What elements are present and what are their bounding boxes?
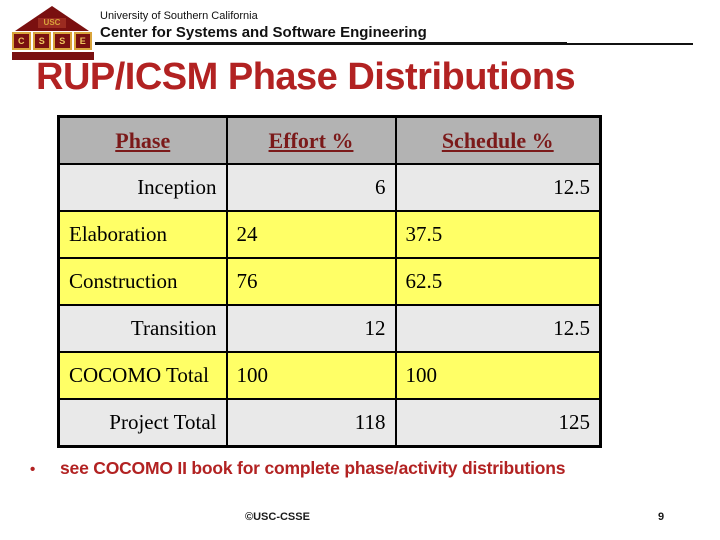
- page-number: 9: [658, 511, 665, 523]
- cell-schedule: 100: [394, 351, 602, 400]
- cell-phase: Project Total: [57, 398, 228, 448]
- phase-distribution-table: Phase Effort % Schedule % Inception 6 12…: [57, 115, 602, 448]
- bullet-note: • see COCOMO II book for complete phase/…: [30, 458, 566, 479]
- table-row-transition: Transition 12 12.5: [57, 304, 602, 353]
- table-row-project-total: Project Total 118 125: [57, 398, 602, 448]
- cell-effort: 6: [225, 163, 397, 212]
- logo-letter-c: C: [12, 32, 31, 50]
- cell-effort: 76: [225, 257, 397, 306]
- bullet-text: see COCOMO II book for complete phase/ac…: [60, 458, 566, 478]
- cell-schedule: 12.5: [394, 304, 602, 353]
- logo-letter-e: E: [73, 32, 92, 50]
- center-name: Center for Systems and Software Engineer…: [100, 24, 427, 41]
- logo-roof-icon: USC: [15, 6, 89, 31]
- cell-schedule: 37.5: [394, 210, 602, 259]
- logo-csse-letters: C S S E: [12, 32, 92, 50]
- logo-letter-s2: S: [53, 32, 72, 50]
- cell-schedule: 12.5: [394, 163, 602, 212]
- logo-usc-label: USC: [38, 18, 66, 28]
- university-name: University of Southern California: [100, 10, 258, 22]
- page-title: RUP/ICSM Phase Distributions: [36, 56, 576, 98]
- cell-phase: Construction: [57, 257, 228, 306]
- table-row-construction: Construction 76 62.5: [57, 257, 602, 306]
- header-underline-thick: [95, 42, 567, 45]
- cell-phase: Inception: [57, 163, 228, 212]
- table-row-inception: Inception 6 12.5: [57, 163, 602, 212]
- column-header-effort: Effort %: [225, 115, 397, 165]
- cell-effort: 118: [225, 398, 397, 448]
- cell-phase: COCOMO Total: [57, 351, 228, 400]
- cell-phase: Transition: [57, 304, 228, 353]
- table-header-row: Phase Effort % Schedule %: [57, 115, 602, 165]
- logo-base-bar: [12, 52, 94, 60]
- column-header-schedule: Schedule %: [394, 115, 602, 165]
- cell-schedule: 62.5: [394, 257, 602, 306]
- footer-copyright: ©USC-CSSE: [245, 511, 310, 523]
- header-underline-thin: [567, 43, 693, 45]
- cell-schedule: 125: [394, 398, 602, 448]
- bullet-marker: •: [30, 461, 36, 478]
- usc-csse-logo: USC C S S E: [12, 6, 94, 60]
- cell-effort: 100: [225, 351, 397, 400]
- table-row-elaboration: Elaboration 24 37.5: [57, 210, 602, 259]
- column-header-phase: Phase: [57, 115, 228, 165]
- table-row-cocomo-total: COCOMO Total 100 100: [57, 351, 602, 400]
- cell-effort: 24: [225, 210, 397, 259]
- cell-phase: Elaboration: [57, 210, 228, 259]
- cell-effort: 12: [225, 304, 397, 353]
- logo-letter-s1: S: [32, 32, 51, 50]
- header-text-block: University of Southern California Center…: [100, 10, 427, 42]
